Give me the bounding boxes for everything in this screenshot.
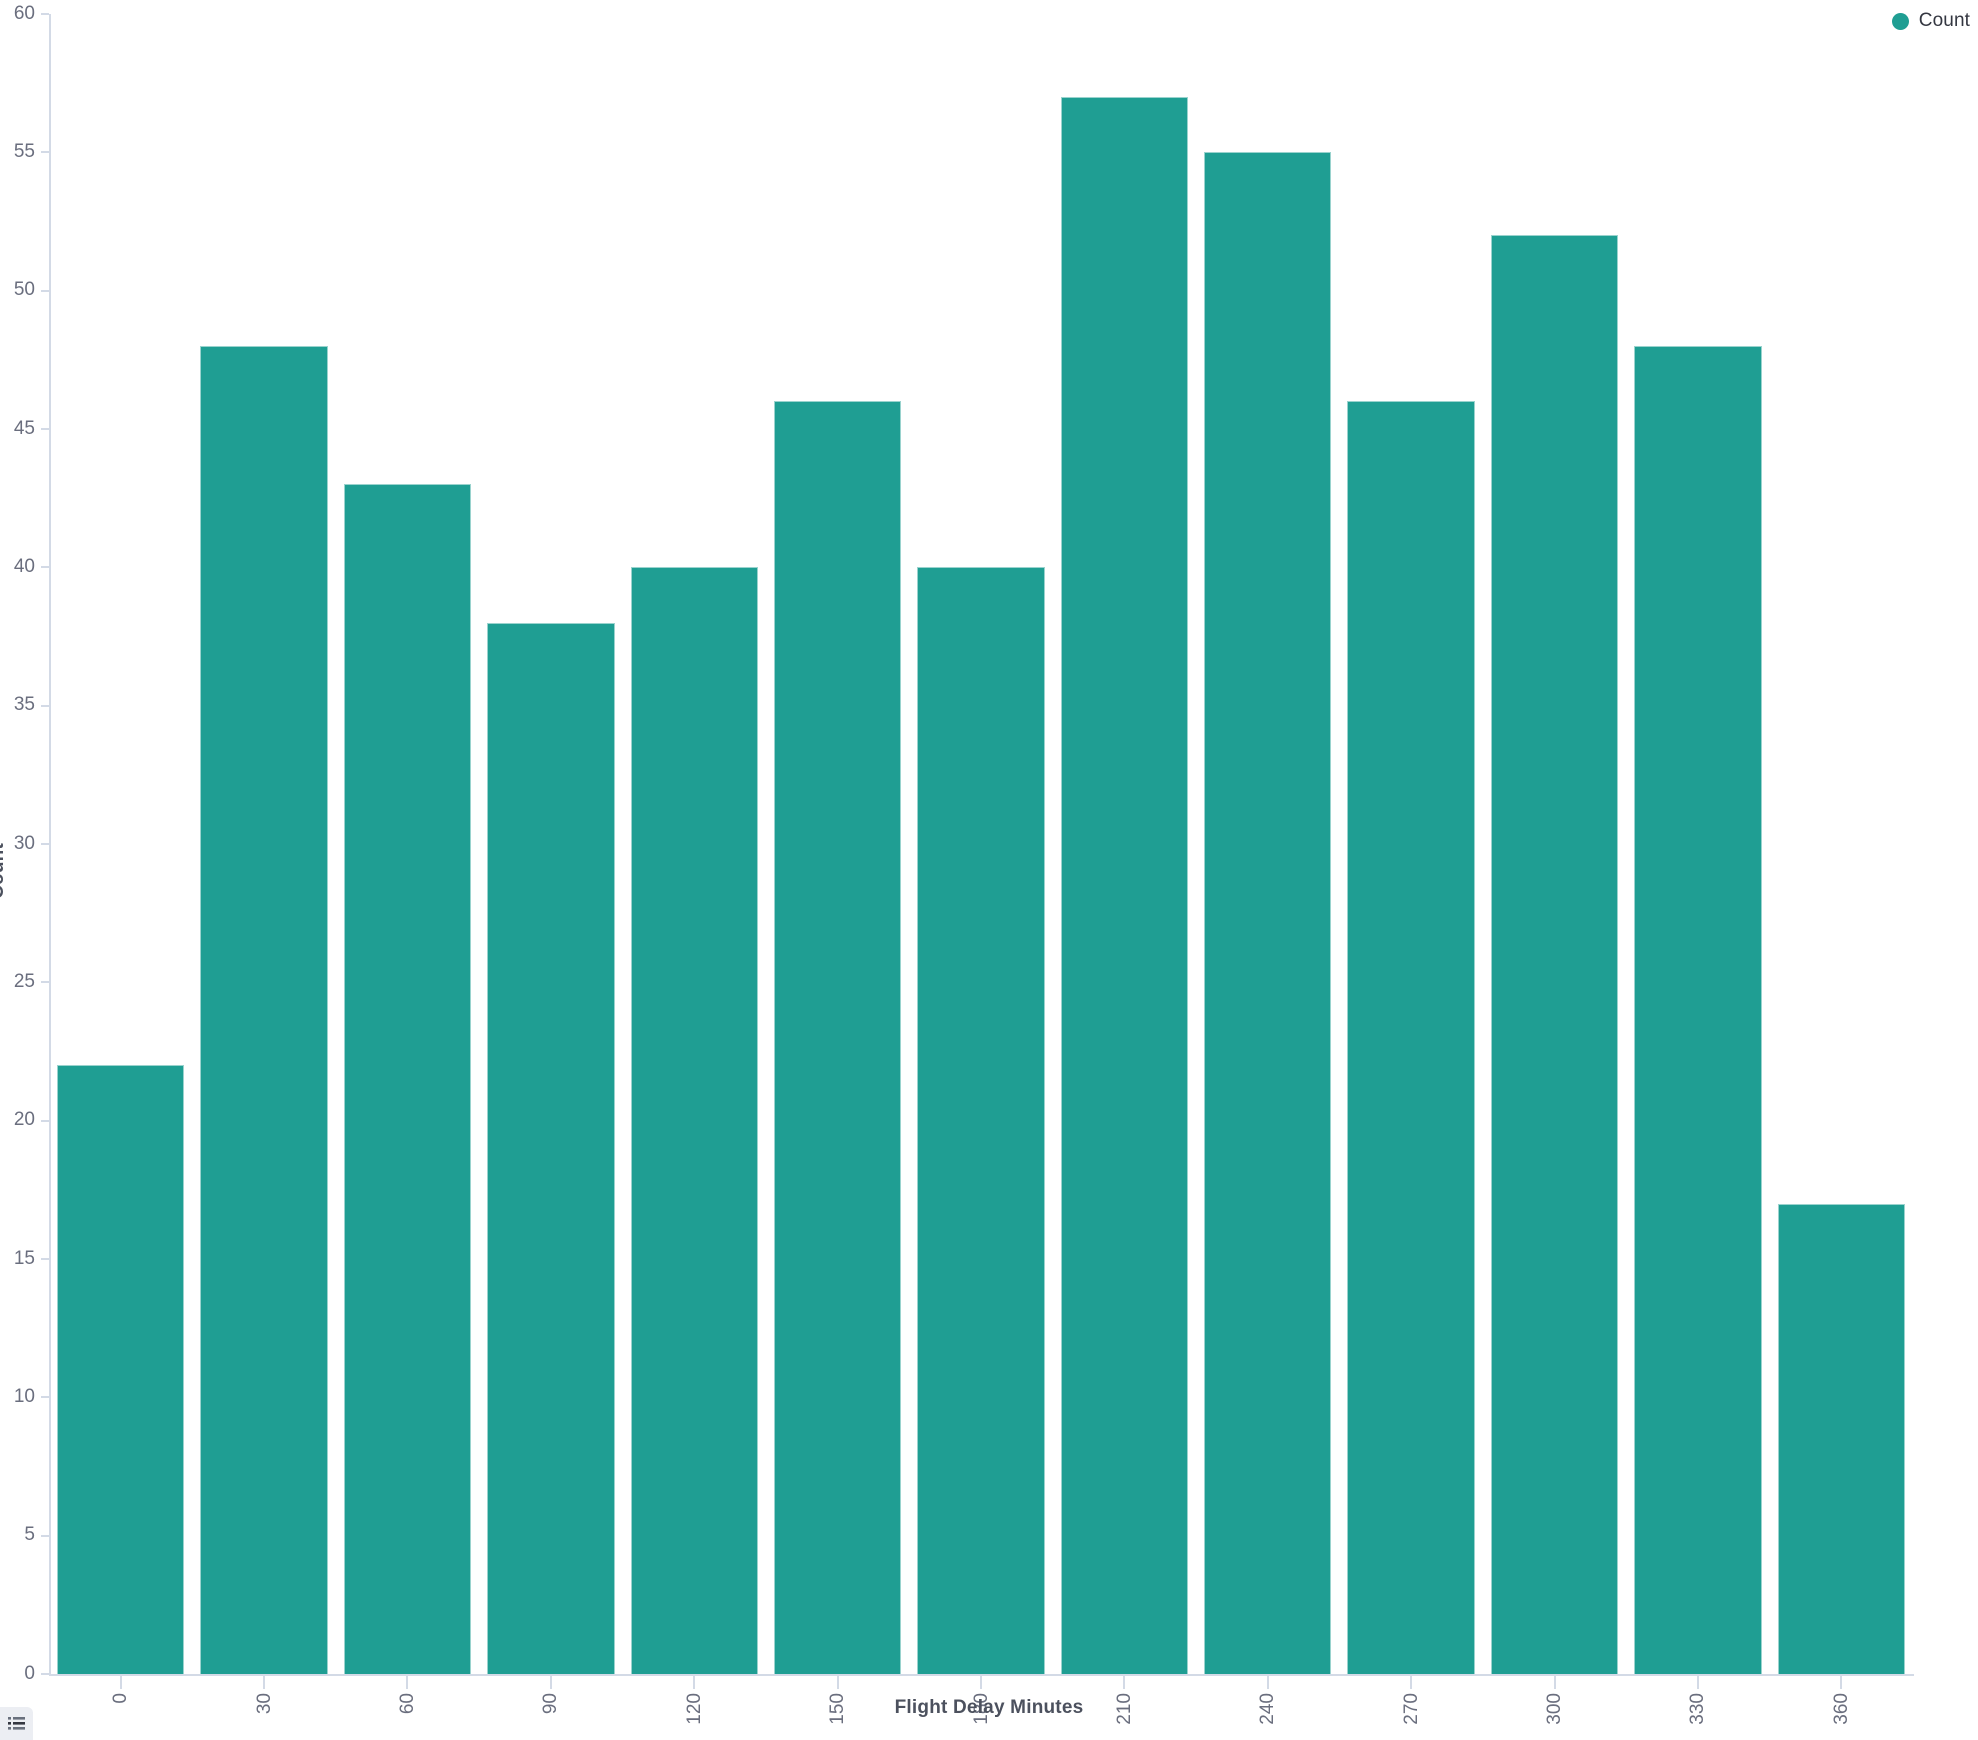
x-axis-tick-mark <box>1410 1676 1413 1689</box>
x-axis-tick: 120 <box>674 1676 714 1725</box>
x-axis-tick: 60 <box>387 1676 427 1714</box>
y-axis-tick-mark <box>41 843 49 845</box>
x-axis-tick-mark <box>263 1676 266 1689</box>
x-axis-tick-mark <box>1266 1676 1269 1689</box>
x-axis-tick: 150 <box>818 1676 858 1725</box>
x-axis-tick-mark <box>980 1676 982 1689</box>
x-axis-title: Flight Delay Minutes <box>894 1697 1084 1718</box>
y-axis-tick-label: 25 <box>13 970 35 992</box>
y-axis-tick-label: 60 <box>13 2 35 24</box>
x-axis-tick: 300 <box>1535 1676 1575 1725</box>
x-axis-tick-mark <box>1123 1676 1126 1689</box>
x-axis-tick: 180 <box>961 1676 1001 1725</box>
y-axis-tick-mark <box>41 1396 49 1399</box>
y-axis-tick-mark <box>41 566 49 569</box>
bar[interactable] <box>200 346 328 1674</box>
chart-legend[interactable]: Count <box>1891 8 1970 34</box>
bar[interactable] <box>773 401 902 1674</box>
y-axis-line <box>49 14 51 1675</box>
x-axis-tick: 360 <box>1821 1676 1861 1725</box>
x-axis-tick: 210 <box>1104 1676 1144 1725</box>
x-axis-tick-mark <box>693 1676 696 1689</box>
legend-item-label: Count <box>1918 10 1970 31</box>
bar[interactable] <box>917 567 1045 1674</box>
x-axis-tick-mark <box>119 1676 122 1689</box>
bar[interactable] <box>1060 97 1189 1674</box>
y-axis-tick-label: 10 <box>13 1385 35 1407</box>
bar[interactable] <box>1777 1203 1905 1674</box>
y-axis-tick-label: 0 <box>24 1662 35 1684</box>
y-axis-tick-mark <box>41 704 49 707</box>
y-axis-tick-mark <box>41 1673 49 1675</box>
y-axis-tick-mark <box>41 428 49 430</box>
bar[interactable] <box>57 1065 185 1674</box>
x-axis-tick-mark <box>1553 1676 1556 1689</box>
y-axis-tick-label: 35 <box>13 694 35 716</box>
x-axis-line <box>49 1674 1914 1676</box>
y-axis-tick-mark <box>41 1258 49 1260</box>
circle-swatch-icon <box>1891 12 1909 30</box>
list-toggle-button[interactable] <box>0 1707 33 1740</box>
x-axis-tick: 0 <box>101 1676 141 1704</box>
y-axis-tick-label: 5 <box>24 1524 35 1546</box>
bar[interactable] <box>1634 346 1762 1674</box>
x-axis-tick: 240 <box>1248 1676 1288 1725</box>
y-axis-tick-label: 15 <box>13 1247 35 1269</box>
x-axis-tick: 30 <box>244 1676 284 1714</box>
x-axis-tick: 270 <box>1391 1676 1431 1725</box>
y-axis-tick-mark <box>41 981 49 984</box>
y-axis-ticks: 0 5 10 15 20 25 30 35 40 45 50 55 60 <box>0 0 49 1740</box>
x-axis-tick-mark <box>836 1676 839 1689</box>
y-axis-tick-label: 20 <box>13 1109 35 1131</box>
y-axis-tick-label: 30 <box>13 832 35 854</box>
x-axis-tick-mark <box>406 1676 409 1689</box>
bar[interactable] <box>630 567 758 1674</box>
y-axis-tick-mark <box>41 13 49 15</box>
y-axis-tick-mark <box>41 289 49 292</box>
x-axis-tick: 330 <box>1678 1676 1718 1725</box>
list-icon <box>8 1717 25 1730</box>
y-axis-tick-label: 40 <box>13 555 35 577</box>
y-axis-title: Count <box>0 843 8 899</box>
bar[interactable] <box>1204 152 1332 1674</box>
y-axis-tick-label: 50 <box>13 279 35 301</box>
x-axis-tick-mark <box>1840 1676 1843 1689</box>
y-axis-tick-mark <box>41 1119 49 1122</box>
bar[interactable] <box>1490 235 1619 1674</box>
bar[interactable] <box>343 484 472 1674</box>
x-axis-tick: 90 <box>531 1676 571 1714</box>
bar[interactable] <box>1347 401 1475 1674</box>
x-axis-tick-mark <box>549 1676 552 1689</box>
x-axis-tick-mark <box>1696 1676 1699 1689</box>
plot-area <box>49 14 1913 1674</box>
y-axis-tick-label: 45 <box>13 417 35 439</box>
y-axis-tick-mark <box>41 151 49 154</box>
y-axis-tick-mark <box>41 1534 49 1537</box>
y-axis-tick-label: 55 <box>13 140 35 162</box>
bar[interactable] <box>487 622 615 1674</box>
